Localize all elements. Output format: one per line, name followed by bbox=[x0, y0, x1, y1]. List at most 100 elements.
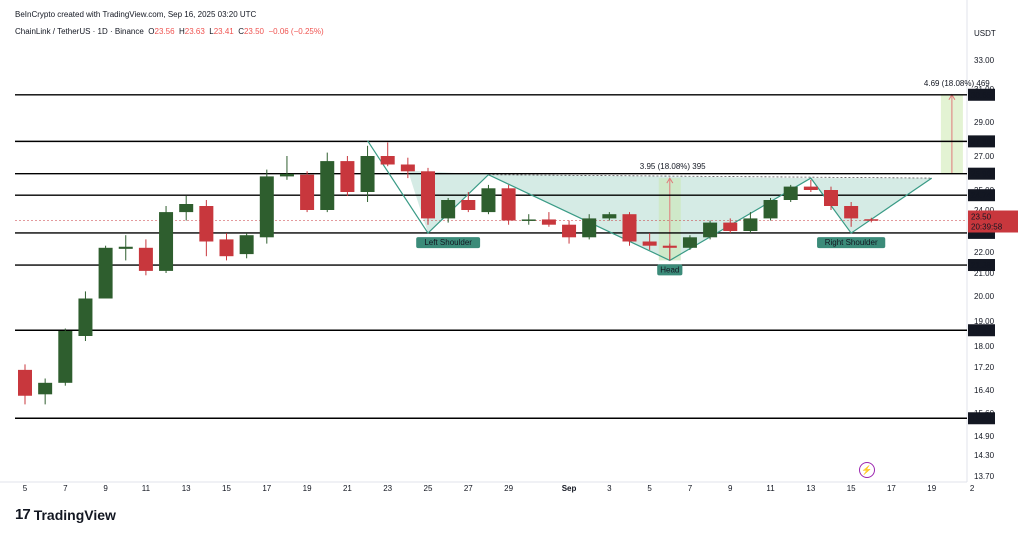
symbol-name: ChainLink / TetherUS · 1D · Binance bbox=[15, 27, 144, 36]
tradingview-logo: 17 TradingView bbox=[15, 506, 116, 523]
candle-body bbox=[179, 204, 194, 213]
x-tick-label: 15 bbox=[847, 484, 856, 493]
level-price-text: 15.44 bbox=[971, 414, 992, 423]
candle-body bbox=[98, 247, 113, 299]
x-tick-label: 13 bbox=[806, 484, 815, 493]
candle-body bbox=[300, 174, 315, 210]
tradingview-wordmark: TradingView bbox=[33, 506, 116, 523]
current-price-tag bbox=[968, 210, 1018, 233]
candle-body bbox=[521, 219, 536, 221]
y-tick-label: 33.00 bbox=[974, 56, 995, 65]
x-tick-label: 25 bbox=[424, 484, 433, 493]
x-tick-label: 21 bbox=[343, 484, 352, 493]
candle-body bbox=[461, 200, 476, 210]
level-price-text: 24.74 bbox=[971, 191, 992, 200]
candle-body bbox=[199, 206, 214, 242]
y-tick-label: 18.00 bbox=[974, 342, 995, 351]
pattern-label-bg bbox=[817, 237, 886, 249]
candle-body bbox=[159, 212, 174, 271]
level-price-text: 21.38 bbox=[971, 261, 992, 270]
level-price-text: 25.96 bbox=[971, 170, 992, 179]
candle-body bbox=[703, 222, 718, 238]
lightning-icon[interactable]: ⚡ bbox=[859, 462, 875, 478]
x-tick-label: 19 bbox=[927, 484, 936, 493]
x-tick-label: 17 bbox=[262, 484, 271, 493]
candle-body bbox=[723, 222, 738, 231]
candle-body bbox=[662, 245, 677, 248]
candle-body bbox=[138, 247, 153, 271]
y-tick-label: 21.00 bbox=[974, 269, 995, 278]
x-tick-label: 27 bbox=[464, 484, 473, 493]
pattern-label-bg bbox=[416, 237, 481, 249]
level-price-tag bbox=[968, 167, 995, 180]
candle-body bbox=[58, 331, 73, 383]
candle-body bbox=[783, 186, 798, 200]
level-price-tag bbox=[968, 412, 995, 425]
y-tick-label: 17.20 bbox=[974, 363, 995, 372]
x-tick-label: 9 bbox=[728, 484, 733, 493]
y-tick-label: 16.40 bbox=[974, 386, 995, 395]
candle-body bbox=[602, 214, 617, 219]
y-tick-label: 19.00 bbox=[974, 317, 995, 326]
candle-body bbox=[803, 186, 818, 190]
y-tick-label: 27.00 bbox=[974, 152, 995, 161]
candle-body bbox=[743, 218, 758, 231]
x-tick-label: 3 bbox=[607, 484, 612, 493]
current-price-text: 23.50 bbox=[971, 213, 992, 222]
candle-body bbox=[824, 190, 838, 206]
candle-body bbox=[340, 161, 355, 192]
y-tick-label: 14.30 bbox=[974, 451, 995, 460]
tradingview-mark: 17 bbox=[15, 506, 31, 523]
candle-body bbox=[259, 176, 274, 238]
y-tick-label: 14.90 bbox=[974, 432, 995, 441]
right-shoulder-area bbox=[810, 178, 932, 234]
candle-body bbox=[78, 298, 93, 336]
x-tick-label: 5 bbox=[23, 484, 28, 493]
candle-body bbox=[541, 219, 556, 225]
candle-body bbox=[562, 224, 577, 238]
level-price-text: 30.65 bbox=[971, 91, 992, 100]
level-price-text: 18.63 bbox=[971, 326, 992, 335]
neckline-dotted bbox=[488, 174, 932, 179]
currency-label: USDT bbox=[974, 29, 996, 38]
candle-body bbox=[18, 369, 32, 396]
x-tick-label: 19 bbox=[303, 484, 312, 493]
y-tick-label: 20.00 bbox=[974, 292, 995, 301]
x-tick-label: Sep bbox=[562, 484, 577, 493]
candle-body bbox=[118, 246, 133, 249]
measure-label: 4.69 (18.08%) 469 bbox=[924, 79, 990, 88]
candle-body bbox=[642, 241, 657, 246]
candle-body bbox=[219, 239, 234, 257]
x-tick-label: 11 bbox=[766, 484, 775, 493]
level-price-tag bbox=[968, 324, 995, 337]
measure-arrowhead bbox=[666, 177, 674, 184]
x-tick-label: 7 bbox=[688, 484, 693, 493]
pattern-label: Right Shoulder bbox=[825, 238, 878, 247]
x-tick-label: 11 bbox=[142, 484, 151, 493]
level-price-tag bbox=[968, 189, 995, 202]
level-price-tag bbox=[968, 135, 995, 148]
x-tick-label: 5 bbox=[647, 484, 652, 493]
candle-body bbox=[481, 188, 496, 213]
pattern-label: Left Shoulder bbox=[424, 238, 472, 247]
candle-body bbox=[421, 171, 435, 219]
pattern-label: Head bbox=[660, 265, 679, 274]
x-tick-label: 17 bbox=[887, 484, 896, 493]
candle-body bbox=[380, 156, 395, 165]
candle-body bbox=[682, 237, 697, 248]
level-price-tag bbox=[968, 259, 995, 272]
candle-body bbox=[279, 173, 294, 177]
candle-body bbox=[622, 214, 637, 242]
candle-body bbox=[844, 206, 859, 219]
symbol-legend: ChainLink / TetherUS · 1D · Binance O23.… bbox=[15, 27, 324, 36]
head-area bbox=[488, 174, 811, 261]
x-tick-label: 29 bbox=[504, 484, 513, 493]
level-price-text: 22.91 bbox=[971, 229, 992, 238]
pattern-label-bg bbox=[657, 264, 683, 276]
candle-body bbox=[360, 156, 375, 192]
x-tick-label: 13 bbox=[182, 484, 191, 493]
level-price-tag bbox=[968, 88, 995, 101]
candle-body bbox=[582, 218, 597, 238]
candle-body bbox=[501, 188, 516, 221]
